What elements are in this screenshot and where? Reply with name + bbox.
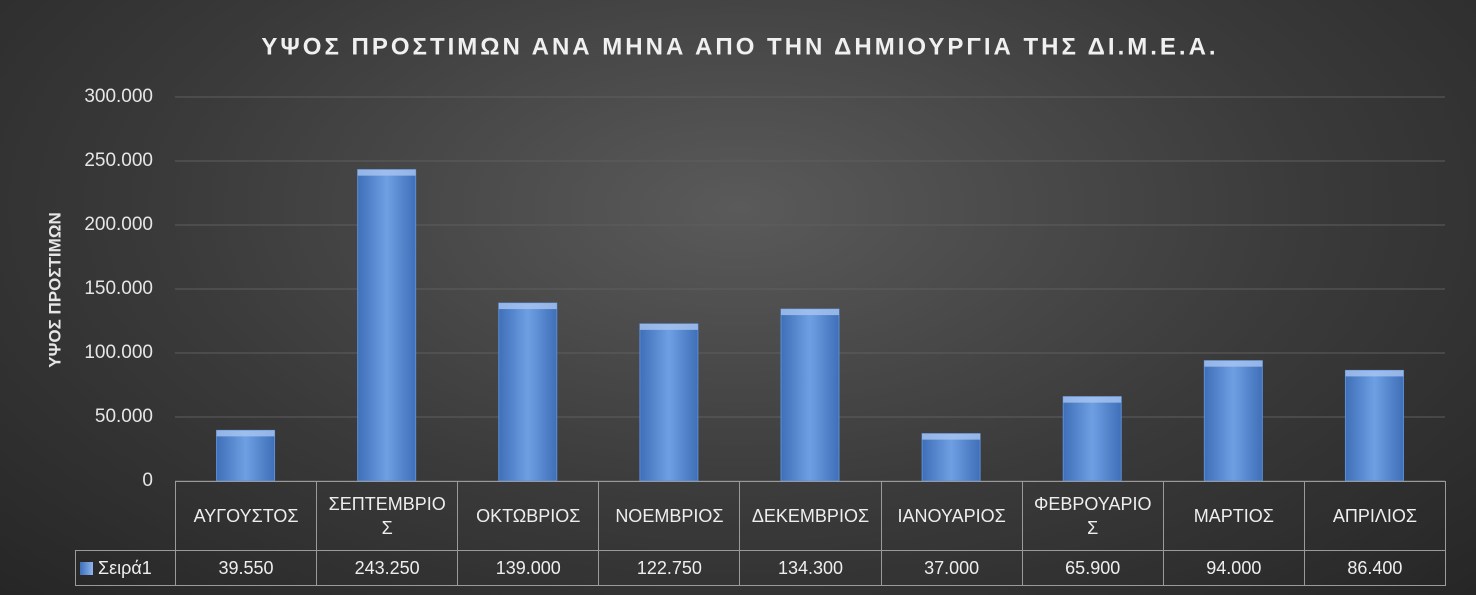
category-cell: ΟΚΤΩΒΡΙΟΣ — [457, 481, 600, 551]
value-cell: 243.250 — [316, 550, 459, 586]
value-cell: 86.400 — [1303, 550, 1446, 586]
bar-top — [216, 430, 275, 437]
bar-top — [922, 433, 981, 440]
category-cell: ΜΑΡΤΙΟΣ — [1162, 481, 1305, 551]
value-cell: 65.900 — [1021, 550, 1164, 586]
value-cell: 39.550 — [175, 550, 318, 586]
bar — [1203, 360, 1263, 482]
category-cell: ΦΕΒΡΟΥΑΡΙΟΣ — [1021, 481, 1164, 551]
value-cell: 122.750 — [598, 550, 741, 586]
category-cell: ΙΑΝΟΥΑΡΙΟΣ — [880, 481, 1023, 551]
bar-top — [1345, 370, 1404, 377]
bar — [639, 323, 699, 482]
category-cell: ΑΠΡΙΛΙΟΣ — [1303, 481, 1446, 551]
y-tick-label: 0 — [142, 470, 153, 491]
category-cell: ΣΕΠΤΕΜΒΡΙΟΣ — [316, 481, 459, 551]
bar-top — [1063, 396, 1122, 403]
bar-top — [1204, 360, 1263, 367]
y-tick-label: 250.000 — [84, 150, 153, 171]
category-cell: ΔΕΚΕΜΒΡΙΟΣ — [739, 481, 882, 551]
chart-title: ΥΨΟΣ ΠΡΟΣΤΙΜΩΝ ΑΝΑ ΜΗΝΑ ΑΠΟ ΤΗΝ ΔΗΜΙΟΥΡΓ… — [261, 33, 1218, 60]
value-cell: 134.300 — [739, 550, 882, 586]
bar — [498, 302, 558, 482]
bar — [216, 429, 276, 482]
y-tick-label: 100.000 — [84, 342, 153, 363]
y-tick-label: 200.000 — [84, 214, 153, 235]
value-cell: 37.000 — [880, 550, 1023, 586]
bar — [780, 308, 840, 482]
category-cell: ΑΥΓΟΥΣΤΟΣ — [175, 481, 318, 551]
bar-top — [781, 309, 839, 316]
bar-top — [498, 303, 557, 310]
bar-top — [357, 169, 416, 176]
y-tick-label: 150.000 — [84, 278, 153, 299]
y-axis-title: ΥΨΟΣ ΠΡΟΣΤΙΜΩΝ — [45, 212, 64, 367]
legend-label: Σειρά1 — [98, 557, 152, 578]
bar — [1344, 369, 1404, 482]
category-cell: ΝΟΕΜΒΡΙΟΣ — [598, 481, 741, 551]
value-cell: 94.000 — [1162, 550, 1305, 586]
legend-swatch — [80, 561, 93, 575]
bar — [1062, 396, 1122, 482]
value-cell: 139.000 — [457, 550, 600, 586]
y-tick-label: 50.000 — [95, 406, 153, 427]
legend-cell: Σειρά1 — [75, 550, 176, 586]
bar-top — [639, 323, 698, 330]
bar — [357, 169, 417, 482]
y-tick-label: 300.000 — [84, 86, 153, 107]
bar — [921, 433, 981, 482]
